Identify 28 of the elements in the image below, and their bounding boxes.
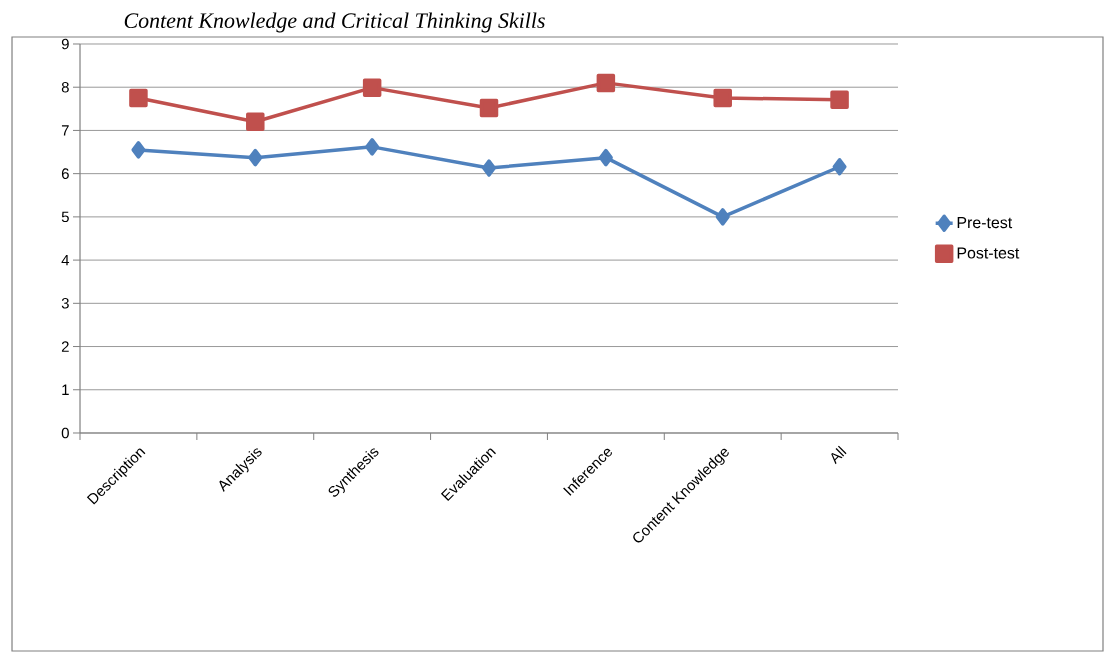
chart-title: Content Knowledge and Critical Thinking Skills	[124, 12, 545, 33]
legend-label: Post-test	[957, 247, 1020, 259]
point	[482, 159, 497, 177]
point	[129, 88, 148, 108]
point	[365, 138, 380, 156]
point	[479, 98, 499, 118]
point	[830, 90, 849, 109]
y-tick-label: 3	[61, 298, 69, 309]
point	[596, 73, 616, 93]
point	[246, 112, 265, 132]
y-tick-label: 9	[61, 38, 69, 50]
y-tick-label: 6	[61, 168, 69, 179]
y-tick-label: 8	[61, 81, 69, 93]
point	[248, 148, 263, 167]
y-tick-label: 0	[61, 427, 69, 439]
y-tick-label: 1	[62, 384, 69, 395]
point	[131, 141, 146, 159]
y-tick-label: 2	[61, 341, 69, 352]
x-tick-label: All	[831, 445, 847, 465]
y-tick-label: 4	[61, 254, 70, 266]
point	[713, 88, 732, 108]
y-tick-label: 5	[61, 211, 69, 223]
point	[715, 208, 730, 226]
point	[832, 157, 847, 176]
point	[362, 78, 382, 97]
point	[598, 148, 613, 167]
y-tick-label: 7	[61, 125, 69, 136]
legend-label: Pre-test	[957, 217, 1013, 229]
